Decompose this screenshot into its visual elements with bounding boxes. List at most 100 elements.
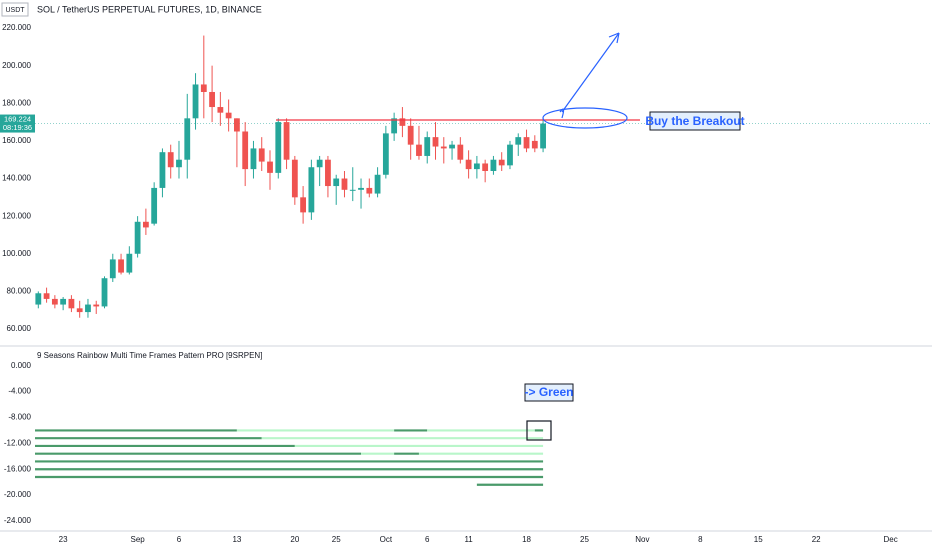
highlight-box (526, 420, 552, 441)
candle-body (159, 152, 166, 188)
candle-body (126, 253, 133, 273)
x-tick-label: 11 (464, 535, 473, 544)
candle-body (300, 197, 307, 213)
candle-body (391, 118, 398, 134)
candle-body (473, 163, 480, 170)
candle-body (275, 122, 282, 173)
currency-box (1, 2, 29, 17)
annotation-box (524, 383, 574, 402)
candle-body (333, 178, 340, 187)
candle-body (101, 278, 108, 307)
candle-body (291, 159, 298, 198)
breakout-ellipse (542, 107, 628, 129)
candle-body (43, 293, 50, 299)
candle-body (200, 84, 207, 92)
x-tick-label: 22 (812, 535, 821, 544)
candle-body (358, 187, 364, 190)
x-tick-label: Oct (380, 535, 393, 544)
candle-body (432, 137, 439, 147)
candle-body (85, 304, 91, 313)
indicator-title: 9 Seasons Rainbow Multi Time Frames Patt… (37, 351, 262, 360)
candle-body (515, 137, 522, 145)
candle-body (523, 137, 530, 149)
y-tick-label: 200.000 (2, 61, 31, 70)
x-tick-label: 13 (232, 535, 241, 544)
x-tick-label: 8 (698, 535, 703, 544)
breakout-arrowhead (608, 32, 620, 44)
candle-body (498, 159, 505, 166)
candle-body (283, 122, 290, 160)
last-price: 169.224 (4, 115, 31, 124)
candle-body (68, 298, 75, 309)
last-price-box (0, 114, 35, 133)
candle-body (35, 293, 42, 305)
y-tick-label: 100.000 (2, 249, 31, 258)
x-tick-label: 25 (332, 535, 341, 544)
y-tick-label: 80.000 (7, 286, 32, 295)
candle-body (308, 167, 315, 213)
candle-body (60, 298, 67, 305)
candle-body (407, 125, 414, 145)
candle-body (382, 133, 389, 175)
x-tick-label: Dec (884, 535, 898, 544)
candle-body (349, 189, 356, 191)
annotation: Buy the Breakout (645, 114, 744, 128)
candle-body (449, 144, 455, 149)
candle-body (234, 118, 240, 132)
candle-body (109, 259, 116, 279)
candle-body (258, 148, 265, 162)
chart-title: SOL / TetherUS PERPETUAL FUTURES, 1D, BI… (37, 4, 262, 14)
candle-body (184, 118, 191, 160)
candle-body (540, 123, 546, 149)
candle-body (440, 146, 447, 149)
candle-body (490, 159, 497, 171)
x-tick-label: 15 (754, 535, 763, 544)
candle-body (250, 148, 257, 170)
candle-body (167, 152, 174, 168)
y-tick-label: 180.000 (2, 98, 31, 107)
candle-body (242, 131, 249, 170)
candle-body (209, 91, 215, 108)
candle-body (341, 178, 348, 190)
x-tick-label: 25 (580, 535, 589, 544)
candle-body (325, 159, 331, 187)
candle-body (416, 144, 422, 156)
candle-body (465, 159, 472, 170)
y-tick-label: -4.000 (8, 387, 31, 396)
x-tick-label: 6 (425, 535, 430, 544)
countdown: 08:19:36 (3, 123, 32, 132)
candle-body (217, 107, 224, 113)
candle-body (93, 304, 100, 307)
candle-body (316, 159, 323, 168)
x-tick-label: 18 (522, 535, 531, 544)
x-tick-label: Sep (130, 535, 145, 544)
candle-body (118, 259, 124, 273)
y-tick-label: -16.000 (4, 464, 32, 473)
x-tick-label: 20 (290, 535, 299, 544)
annotation-box (649, 111, 741, 131)
candle-body (176, 159, 182, 168)
y-tick-label: 120.000 (2, 211, 31, 220)
candle-body (225, 112, 232, 119)
x-tick-label: 23 (59, 535, 68, 544)
candle-body (482, 163, 489, 171)
y-tick-label: -8.000 (8, 413, 31, 422)
candle-body (424, 137, 431, 156)
candle-body (76, 308, 83, 313)
annotation: -> Green (524, 385, 573, 399)
candle-body (267, 161, 273, 173)
candle-body (374, 174, 381, 194)
y-tick-label: -24.000 (4, 516, 32, 525)
candle-body (151, 187, 158, 224)
candle-body (51, 298, 58, 305)
y-tick-label: 0.000 (11, 361, 32, 370)
candle-body (134, 221, 141, 254)
candle-body (142, 221, 149, 228)
candle-body (531, 140, 538, 149)
y-tick-label: 140.000 (2, 174, 31, 183)
currency: USDT (5, 7, 25, 14)
y-tick-label: 60.000 (7, 324, 32, 333)
y-tick-label: 160.000 (2, 136, 31, 145)
